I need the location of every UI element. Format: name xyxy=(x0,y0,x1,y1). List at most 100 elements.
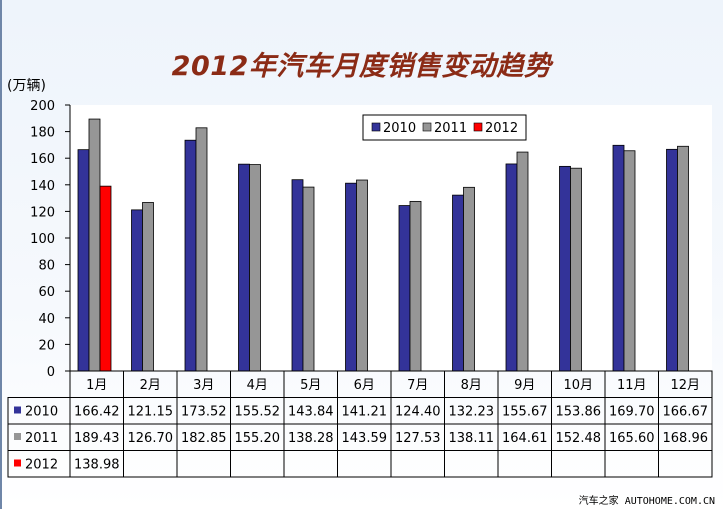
table-cell xyxy=(658,450,713,478)
table-legend-key xyxy=(14,433,21,440)
table-cell-value: 138.11 xyxy=(449,431,495,446)
table-cell-value: 132.23 xyxy=(449,405,495,420)
table-cell-value: 124.40 xyxy=(395,405,441,420)
bar-2011-4 xyxy=(249,164,261,372)
bar-2012-1 xyxy=(99,185,112,372)
legend-swatch-2010 xyxy=(371,122,381,132)
x-tick-label: 6月 xyxy=(354,378,375,393)
x-tick-label: 10月 xyxy=(563,378,593,393)
table-cell-value: 153.86 xyxy=(556,405,602,420)
y-tick-label: 20 xyxy=(38,338,55,353)
y-tick-label: 120 xyxy=(30,205,55,220)
data-table: 1月 2月 3月 4月 5月 6月 7月 8月 9月 10月 11月 12月 2010 166.42 121… xyxy=(7,370,713,478)
table-cell-value: 182.85 xyxy=(181,431,227,446)
x-tick-label: 9月 xyxy=(514,378,535,393)
bar-2011-5 xyxy=(302,186,315,372)
legend-swatch-2012 xyxy=(473,122,483,132)
table-cell-value: 127.53 xyxy=(395,431,441,446)
bar-2010-1 xyxy=(77,149,90,372)
plot-area xyxy=(70,105,712,371)
table-cell-value: 143.84 xyxy=(288,405,334,420)
table-cell-value: 165.60 xyxy=(609,431,655,446)
x-tick-label: 1月 xyxy=(86,378,107,393)
left-border xyxy=(0,0,2,509)
y-tick-label: 40 xyxy=(38,312,55,327)
table-cell-value: 166.67 xyxy=(663,405,709,420)
bar-2011-9 xyxy=(516,151,529,372)
x-tick-label: 4月 xyxy=(247,378,268,393)
bar-2011-11 xyxy=(623,150,636,372)
table-cell-value: 169.70 xyxy=(609,405,655,420)
table-cell xyxy=(176,450,231,478)
bar-2010-7 xyxy=(398,205,411,372)
bar-2010-12 xyxy=(666,148,678,372)
table-cell-value: 121.15 xyxy=(128,405,174,420)
table-cell xyxy=(390,450,445,478)
table-cell-value: 155.20 xyxy=(235,431,281,446)
table-cell xyxy=(497,450,552,478)
bar-2010-6 xyxy=(345,182,357,372)
table-cell xyxy=(551,450,606,478)
y-tick-label: 60 xyxy=(38,285,55,300)
bar-2010-11 xyxy=(612,144,625,372)
x-tick-label: 7月 xyxy=(407,378,428,393)
table-cell-value: 164.61 xyxy=(502,431,548,446)
y-tick-label: 140 xyxy=(30,179,55,194)
bar-2011-10 xyxy=(570,167,582,372)
table-cell-value: 141.21 xyxy=(342,405,388,420)
table-cell-value: 152.48 xyxy=(556,431,602,446)
y-tick-label: 200 xyxy=(30,99,55,114)
table-cell-value: 143.59 xyxy=(342,431,388,446)
bar-2010-2 xyxy=(131,209,143,372)
legend-label-2011: 2011 xyxy=(434,121,467,136)
watermark: 汽车之家 AUTOHOME.COM.CN xyxy=(578,496,715,507)
x-tick-label: 3月 xyxy=(193,378,214,393)
y-tick-label: 160 xyxy=(30,152,55,167)
bar-2010-10 xyxy=(559,165,571,372)
y-tick-label: 0 xyxy=(47,365,55,380)
bar-2010-8 xyxy=(452,194,464,372)
y-tick-label: 180 xyxy=(30,126,55,141)
table-cell-value: 189.43 xyxy=(74,431,120,446)
x-tick-label: 12月 xyxy=(670,378,700,393)
table-cell-value: 138.28 xyxy=(288,431,334,446)
table-row-label: 2012 xyxy=(25,458,58,473)
y-axis-unit-label: (万辆) xyxy=(7,78,46,94)
table-cell-value: 173.52 xyxy=(181,405,227,420)
legend: 2010 2011 2012 xyxy=(362,114,527,141)
bar-2011-8 xyxy=(463,186,475,372)
bar-2010-3 xyxy=(184,139,197,372)
table-cell-value: 168.96 xyxy=(663,431,709,446)
table-cell-value: 126.70 xyxy=(128,431,174,446)
table-cell xyxy=(230,450,285,478)
bar-2010-9 xyxy=(505,163,518,372)
x-tick-label: 2月 xyxy=(140,378,161,393)
table-cell-value: 166.42 xyxy=(74,405,120,420)
bar-2011-1 xyxy=(88,118,101,372)
legend-label-2012: 2012 xyxy=(485,121,518,136)
bar-2010-4 xyxy=(238,163,250,372)
bar-2010-5 xyxy=(291,179,304,372)
table-legend-key xyxy=(14,406,21,414)
table-cell-value: 155.52 xyxy=(235,405,281,420)
legend-label-2010: 2010 xyxy=(383,121,416,136)
y-tick-label: 80 xyxy=(38,259,55,274)
chart-title: 2012年汽车月度销售变动趋势 xyxy=(171,51,552,82)
x-tick-label: 5月 xyxy=(300,378,321,393)
plot-background xyxy=(70,105,712,371)
bar-2011-7 xyxy=(409,200,422,372)
table-cell-value: 155.67 xyxy=(502,405,548,420)
x-tick-label: 11月 xyxy=(617,378,647,393)
table-cell-value: 138.98 xyxy=(74,458,120,473)
legend-swatch-2011 xyxy=(422,122,432,132)
legend-box xyxy=(362,114,527,141)
y-axis: 0 20 40 60 80 100 120 140 160 180 200 xyxy=(30,99,71,380)
table-row-label: 2011 xyxy=(25,431,58,446)
table-cell xyxy=(123,450,178,478)
table-cell xyxy=(283,450,338,478)
bar-2011-12 xyxy=(677,145,689,372)
bar-2011-3 xyxy=(195,127,208,372)
table-cell xyxy=(444,450,499,478)
bar-2011-2 xyxy=(142,202,154,372)
